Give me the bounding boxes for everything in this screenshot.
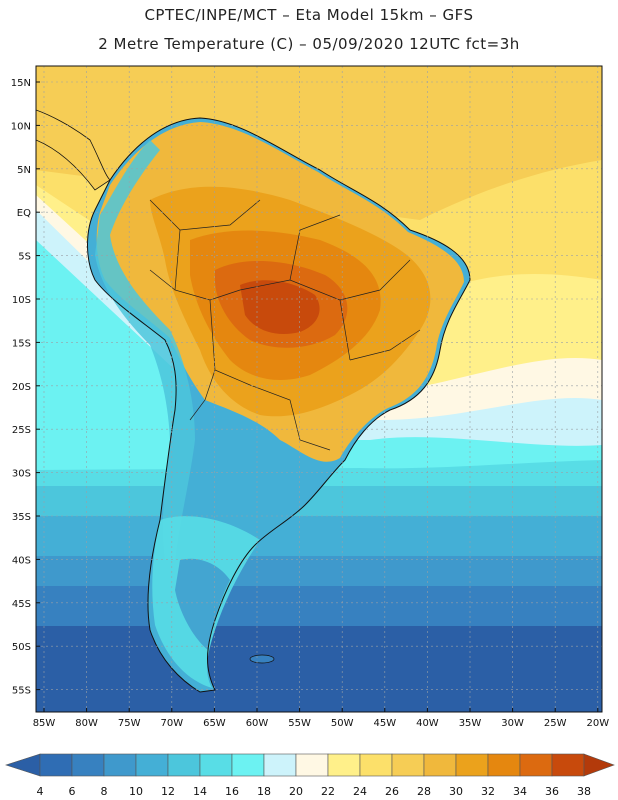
colorbar-swatch: [391, 753, 425, 777]
lon-tick-label: 35W: [459, 718, 482, 729]
lat-tick-label: 30S: [12, 469, 31, 480]
colorbar-label: 34: [513, 785, 527, 798]
lon-tick-label: 55W: [288, 718, 311, 729]
lat-tick-label: 15N: [11, 78, 31, 89]
lat-tick-label: 55S: [12, 686, 31, 697]
colorbar-label: 6: [69, 785, 76, 798]
colorbar-label: 16: [225, 785, 239, 798]
colorbar-arrow-high: [583, 753, 615, 777]
lon-tick-label: 70W: [160, 718, 183, 729]
lon-tick-label: 20W: [586, 718, 609, 729]
lat-tick-label: 5N: [17, 165, 31, 176]
latitude-ticks: 15N 10N 5N EQ 5S 10S 15S 20S 25S 30S 35S 40S 45S 50S 5…: [11, 78, 40, 697]
colorbar-swatch: [327, 753, 361, 777]
coastline: [87, 117, 471, 693]
colorbar-arrow-low: [5, 753, 41, 777]
colorbar-swatch: [39, 753, 73, 777]
lat-tick-label: 50S: [12, 642, 31, 653]
graticule: [36, 66, 602, 712]
lat-tick-label: 10S: [12, 295, 31, 306]
lat-tick-label: 15S: [12, 338, 31, 349]
lon-tick-label: 30W: [501, 718, 524, 729]
lon-tick-label: 75W: [118, 718, 141, 729]
colorbar-label: 38: [577, 785, 591, 798]
lon-tick-label: 85W: [33, 718, 56, 729]
colorbar-label: 30: [449, 785, 463, 798]
colorbar-label: 20: [289, 785, 303, 798]
lon-tick-label: 25W: [544, 718, 567, 729]
lon-tick-label: 45W: [373, 718, 396, 729]
lat-tick-label: 45S: [12, 599, 31, 610]
longitude-ticks: 85W 80W 75W 70W 65W 60W 55W 50W 45W 40W 35W 30W 25W 2…: [33, 708, 609, 729]
map-title-line2: 2 Metre Temperature (C) – 05/09/2020 12U…: [98, 35, 520, 53]
lat-tick-label: 35S: [12, 512, 31, 523]
lon-tick-label: 80W: [75, 718, 98, 729]
colorbar-swatch: [295, 753, 329, 777]
colorbar-swatch: [519, 753, 553, 777]
lon-tick-label: 50W: [331, 718, 354, 729]
map-frame: [35, 65, 603, 713]
colorbar-label: 14: [193, 785, 207, 798]
colorbar-swatch: [135, 753, 169, 777]
colorbar-swatch: [455, 753, 489, 777]
map-title-line1: CPTEC/INPE/MCT – Eta Model 15km – GFS: [144, 6, 474, 24]
lat-tick-label: EQ: [17, 208, 31, 219]
colorbar-label: 36: [545, 785, 559, 798]
colorbar-swatch: [231, 753, 265, 777]
lon-tick-label: 65W: [203, 718, 226, 729]
colorbar-label: 4: [37, 785, 44, 798]
colorbar-label: 8: [101, 785, 108, 798]
lat-tick-label: 20S: [12, 382, 31, 393]
lat-tick-label: 25S: [12, 425, 31, 436]
colorbar-label: 32: [481, 785, 495, 798]
colorbar-swatch: [487, 753, 521, 777]
colorbar-label: 22: [321, 785, 335, 798]
lat-tick-label: 5S: [18, 252, 31, 263]
colorbar-label: 12: [161, 785, 175, 798]
colorbar-swatch: [423, 753, 457, 777]
lon-tick-label: 60W: [246, 718, 269, 729]
colorbar-swatch: [263, 753, 297, 777]
colorbar-swatch: [199, 753, 233, 777]
lon-tick-label: 40W: [416, 718, 439, 729]
colorbar-swatch: [103, 753, 137, 777]
map-field: [36, 66, 602, 712]
colorbar-swatch: [71, 753, 105, 777]
colorbar-label: 18: [257, 785, 271, 798]
country-borders: [149, 199, 421, 451]
colorbar-label: 26: [385, 785, 399, 798]
lat-tick-label: 10N: [11, 121, 31, 132]
lat-tick-label: 40S: [12, 555, 31, 566]
colorbar: 4 6 8 10 12 14 16 18 20 22 24 26 28 30 32 34 36 38: [5, 753, 615, 798]
colorbar-swatch: [551, 753, 585, 777]
colorbar-label: 28: [417, 785, 431, 798]
colorbar-swatch: [167, 753, 201, 777]
colorbar-label: 10: [129, 785, 143, 798]
colorbar-label: 24: [353, 785, 367, 798]
colorbar-swatch: [359, 753, 393, 777]
